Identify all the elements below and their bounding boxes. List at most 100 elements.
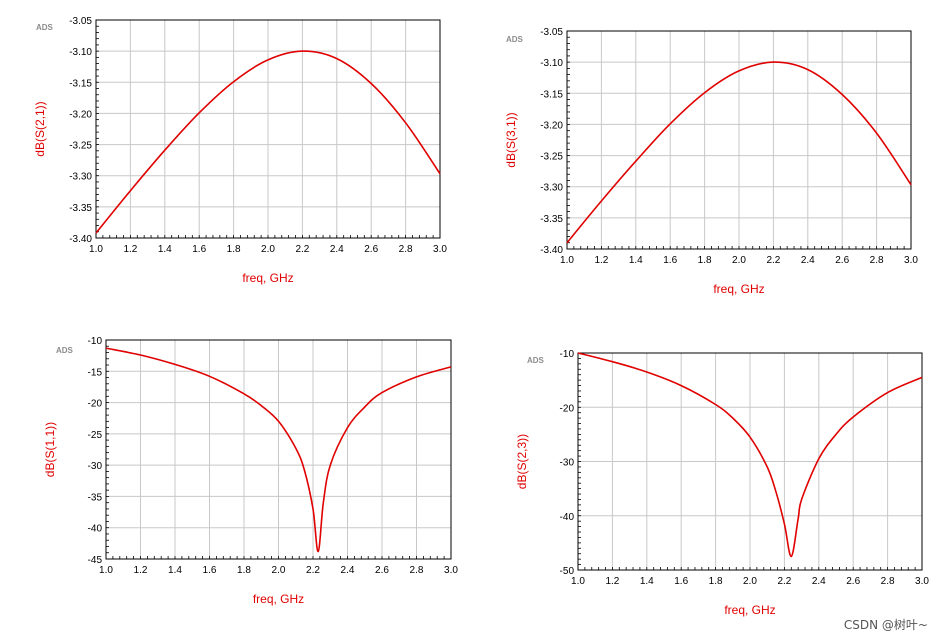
x-tick-label: 2.2 [306,565,320,576]
watermark: CSDN @树叶~ [843,618,928,632]
series-line-s31 [566,61,912,244]
y-tick-label: -3.25 [540,152,563,163]
x-tick-label: 1.6 [203,565,217,576]
x-tick-label: 1.4 [168,565,182,576]
x-axis-label: freq, GHz [724,603,775,617]
grid [578,353,922,570]
minor-ticks [566,30,912,250]
x-tick-label: 3.0 [444,565,458,576]
x-tick-label: 2.6 [375,565,389,576]
series-line-s21 [95,50,441,234]
minor-ticks [105,339,452,560]
x-tick-label: 2.4 [330,244,344,255]
x-tick-label: 2.6 [364,244,378,255]
x-tick-label: 2.6 [846,576,860,587]
x-tick-label: 2.0 [261,244,275,255]
chart-s21: ADS 1.0 1.2 1.4 1.6 1.8 2.0 2.2 2.4 2.6 2.8 3.0 -3… [33,16,447,285]
grid [567,31,911,249]
x-tick-label: 3.0 [904,255,918,266]
y-tick-label: -3.10 [69,47,92,58]
x-tick-labels: 1.0 1.2 1.4 1.6 1.8 2.0 2.2 2.4 2.6 2.8 3.0 [89,244,447,255]
ads-label: ADS [527,356,545,365]
x-tick-label: 2.4 [801,255,815,266]
x-tick-label: 2.4 [812,576,826,587]
x-tick-label: 2.0 [743,576,757,587]
x-tick-label: 3.0 [433,244,447,255]
grid [106,340,451,559]
y-axis-label: dB(S(2,1)) [33,101,47,156]
y-tick-label: -3.30 [69,172,92,183]
y-tick-label: -3.25 [69,141,92,152]
y-tick-label: -3.05 [540,27,563,38]
y-tick-label: -3.35 [69,203,92,214]
ads-label: ADS [506,35,524,44]
y-tick-labels: -10 -15 -20 -25 -30 -35 -40 -45 [88,336,103,566]
y-tick-label: -3.20 [69,109,92,120]
y-tick-label: -3.10 [540,58,563,69]
series-line-s23 [577,352,923,558]
x-tick-label: 1.4 [640,576,654,587]
x-tick-label: 1.6 [663,255,677,266]
series-line-s11 [105,347,452,553]
y-tick-label: -3.35 [540,214,563,225]
y-tick-labels: -3.05 -3.10 -3.15 -3.20 -3.25 -3.30 -3.35 -3.40 [540,27,563,256]
x-tick-label: 1.4 [629,255,643,266]
y-tick-labels: -3.05 -3.10 -3.15 -3.20 -3.25 -3.30 -3.35 -3.40 [69,16,92,245]
y-tick-label: -3.15 [69,78,92,89]
y-tick-label: -3.05 [69,16,92,27]
minor-ticks [577,352,923,571]
x-tick-label: 2.2 [766,255,780,266]
y-tick-label: -20 [88,399,103,410]
x-tick-label: 1.6 [192,244,206,255]
chart-s11: ADS 1.0 1.2 1.4 1.6 1.8 2.0 2.2 2.4 2.6 2.8 3.0 -1… [43,336,458,606]
x-tick-label: 1.0 [560,255,574,266]
x-tick-label: 2.2 [295,244,309,255]
y-tick-label: -3.20 [540,120,563,131]
chart-s23: ADS 1.0 1.2 1.4 1.6 1.8 2.0 2.2 2.4 2.6 2.8 3.0 -1… [515,349,929,617]
x-tick-label: 1.2 [134,565,148,576]
x-tick-label: 1.4 [158,244,172,255]
x-tick-label: 1.2 [594,255,608,266]
x-tick-label: 2.8 [870,255,884,266]
x-tick-labels: 1.0 1.2 1.4 1.6 1.8 2.0 2.2 2.4 2.6 2.8 3.0 [560,255,918,266]
grid [96,20,440,238]
y-tick-label: -3.15 [540,89,563,100]
y-tick-label: -3.40 [69,234,92,245]
y-axis-label: dB(S(2,3)) [515,434,529,489]
y-tick-label: -3.30 [540,183,563,194]
x-tick-label: 1.2 [605,576,619,587]
chart-s31: ADS 1.0 1.2 1.4 1.6 1.8 2.0 2.2 2.4 2.6 2.8 3.0 -3… [504,27,918,296]
y-tick-label: -20 [560,403,575,414]
y-tick-label: -35 [88,492,103,503]
y-tick-label: -30 [88,461,103,472]
y-tick-label: -40 [560,512,575,523]
x-axis-label: freq, GHz [253,592,304,606]
x-tick-label: 2.0 [272,565,286,576]
x-tick-label: 2.8 [399,244,413,255]
y-tick-labels: -10 -20 -30 -40 -50 [560,349,575,577]
x-tick-label: 1.2 [123,244,137,255]
x-tick-label: 2.2 [777,576,791,587]
y-tick-label: -30 [560,458,575,469]
x-tick-label: 2.4 [341,565,355,576]
ads-label: ADS [36,23,54,32]
y-axis-label: dB(S(1,1)) [43,422,57,477]
y-tick-label: -3.40 [540,245,563,256]
x-tick-label: 3.0 [915,576,929,587]
y-axis-label: dB(S(3,1)) [504,112,518,167]
x-tick-label: 1.0 [99,565,113,576]
x-tick-label: 1.8 [237,565,251,576]
y-tick-label: -50 [560,566,575,577]
x-tick-label: 1.0 [571,576,585,587]
x-tick-label: 1.6 [674,576,688,587]
x-axis-label: freq, GHz [713,282,764,296]
x-tick-label: 1.8 [227,244,241,255]
x-axis-label: freq, GHz [242,271,293,285]
y-tick-label: -40 [88,524,103,535]
x-tick-label: 1.8 [698,255,712,266]
x-tick-label: 2.6 [835,255,849,266]
y-tick-label: -45 [88,555,103,566]
y-tick-label: -25 [88,430,103,441]
x-tick-labels: 1.0 1.2 1.4 1.6 1.8 2.0 2.2 2.4 2.6 2.8 3.0 [99,565,458,576]
